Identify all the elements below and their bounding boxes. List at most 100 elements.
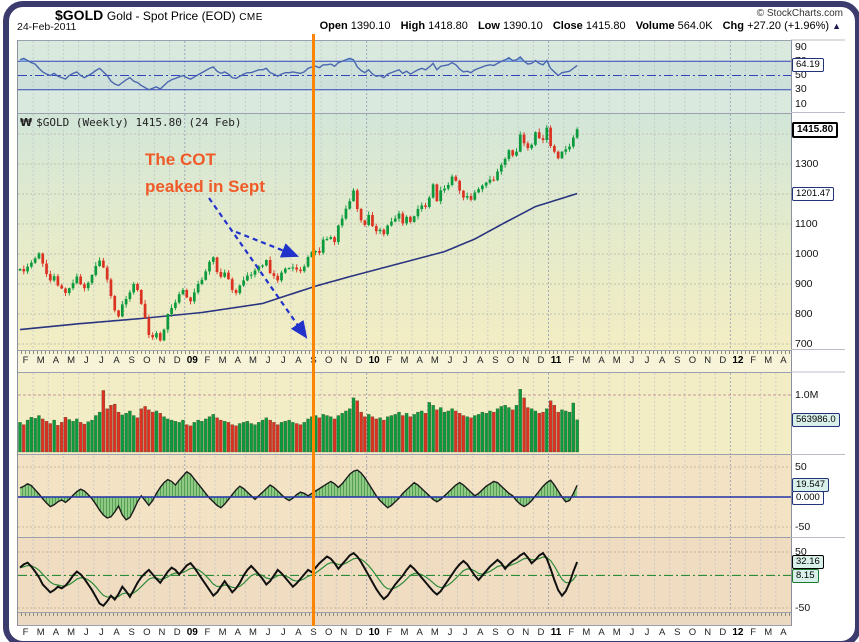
cot-annotation: The COT peaked in Sept bbox=[145, 146, 265, 200]
month-label: F bbox=[750, 355, 756, 366]
september-event-line bbox=[312, 34, 315, 626]
month-label: J bbox=[280, 627, 286, 638]
month-label: M bbox=[248, 355, 257, 366]
month-label: N bbox=[704, 355, 712, 366]
open-label: Open bbox=[319, 20, 348, 32]
month-label: 11 bbox=[550, 627, 562, 638]
price-panel bbox=[17, 113, 791, 350]
high-label: High bbox=[400, 20, 426, 32]
month-label: S bbox=[674, 627, 681, 638]
x-axis-strip-upper bbox=[17, 350, 791, 372]
y-axis-tick-label: 1000 bbox=[795, 247, 819, 260]
month-label: S bbox=[128, 627, 135, 638]
month-label: M bbox=[612, 355, 621, 366]
month-label: F bbox=[386, 355, 393, 366]
week-tick-marks bbox=[17, 613, 791, 616]
ohlc-quote-row: Open 1390.10 High 1418.80 Low 1390.10 Cl… bbox=[313, 20, 841, 32]
month-label: A bbox=[113, 627, 120, 638]
month-label: 10 bbox=[368, 355, 380, 366]
month-label: 10 bbox=[368, 627, 380, 638]
month-label: O bbox=[688, 627, 697, 638]
low-label: Low bbox=[477, 20, 500, 32]
annotation-line2: peaked in Sept bbox=[145, 177, 265, 196]
month-label: A bbox=[52, 355, 60, 366]
y-axis-tick-label: 1300 bbox=[795, 157, 819, 170]
month-label: A bbox=[598, 627, 605, 638]
y-axis-tick-label: 1100 bbox=[795, 217, 818, 230]
month-label: A bbox=[416, 355, 423, 366]
month-label: M bbox=[36, 355, 45, 366]
change-value: +27.20 (+1.96%) bbox=[747, 20, 830, 32]
month-label: S bbox=[128, 355, 135, 366]
month-label: A bbox=[658, 627, 666, 638]
month-label: A bbox=[234, 627, 241, 638]
month-label: J bbox=[98, 355, 104, 366]
month-label: N bbox=[704, 627, 712, 638]
month-label: N bbox=[522, 627, 530, 638]
month-label: N bbox=[158, 627, 166, 638]
month-label: J bbox=[644, 627, 650, 638]
month-label: D bbox=[355, 627, 363, 638]
y-axis-tick-label: 10 bbox=[795, 97, 807, 110]
instrument-name: Gold - Spot Price (EOD) bbox=[106, 9, 236, 23]
month-label: A bbox=[658, 355, 666, 366]
y-axis-tick-label: 50 bbox=[795, 460, 807, 473]
week-tick-marks bbox=[17, 351, 791, 354]
month-label: D bbox=[719, 355, 727, 366]
change-up-arrow-icon: ▲ bbox=[832, 21, 841, 31]
month-label: A bbox=[477, 627, 484, 638]
month-label: O bbox=[506, 355, 515, 366]
month-label: N bbox=[158, 355, 166, 366]
oscillator-panel bbox=[17, 454, 791, 537]
month-label: D bbox=[537, 627, 545, 638]
month-label: 12 bbox=[732, 627, 744, 638]
month-label: F bbox=[750, 627, 756, 638]
month-label: M bbox=[430, 355, 439, 366]
change-label: Chg bbox=[722, 20, 744, 32]
rsi-panel bbox=[17, 40, 791, 113]
month-label: O bbox=[506, 627, 515, 638]
month-label: M bbox=[764, 627, 773, 638]
month-label: S bbox=[492, 355, 499, 366]
month-label: M bbox=[400, 627, 409, 638]
month-label: M bbox=[400, 355, 409, 366]
month-label: N bbox=[340, 355, 348, 366]
month-label: M bbox=[612, 627, 621, 638]
volume-panel bbox=[17, 372, 791, 454]
month-label: J bbox=[644, 355, 650, 366]
month-label: D bbox=[537, 355, 545, 366]
month-label: A bbox=[598, 355, 605, 366]
month-label: S bbox=[674, 355, 681, 366]
month-label: A bbox=[52, 627, 60, 638]
month-label: J bbox=[280, 355, 286, 366]
month-label: J bbox=[629, 355, 635, 366]
y-axis-tick-label: -50 bbox=[795, 520, 811, 533]
month-label: J bbox=[462, 627, 468, 638]
month-label: M bbox=[430, 627, 439, 638]
y-axis-tick-label: 50 bbox=[795, 545, 807, 558]
y-axis-tick-label: -50 bbox=[795, 601, 811, 614]
oscillator-zero-box: 0.000 bbox=[792, 491, 824, 505]
month-label: F bbox=[22, 627, 29, 638]
month-label: M bbox=[218, 355, 227, 366]
y-axis-tick-label: 90 bbox=[795, 40, 807, 53]
month-label: A bbox=[295, 627, 302, 638]
copyright-label: © StockCharts.com bbox=[756, 8, 843, 19]
x-axis-labels-lower: F M A M J J A S O N D 09 F M A M J J A S O N D 10 F M A M J J A S O N D 11 F… bbox=[0, 627, 859, 642]
price-panel-label: ₩ $GOLD (Weekly) 1415.80 (24 Feb) bbox=[20, 116, 241, 129]
annotation-line1: The COT bbox=[145, 150, 216, 169]
month-label: F bbox=[22, 355, 29, 366]
high-value: 1418.80 bbox=[428, 20, 468, 32]
month-label: F bbox=[386, 627, 393, 638]
moving-average-value-box: 1201.47 bbox=[792, 186, 835, 201]
month-label: M bbox=[248, 627, 257, 638]
month-label: J bbox=[265, 627, 271, 638]
month-label: J bbox=[629, 627, 635, 638]
month-label: F bbox=[568, 355, 575, 366]
month-label: A bbox=[295, 355, 302, 366]
price-panel-label-text: $GOLD (Weekly) 1415.80 (24 Feb) bbox=[36, 116, 242, 129]
month-label: M bbox=[582, 355, 591, 366]
month-label: A bbox=[234, 355, 241, 366]
month-label: J bbox=[265, 355, 271, 366]
